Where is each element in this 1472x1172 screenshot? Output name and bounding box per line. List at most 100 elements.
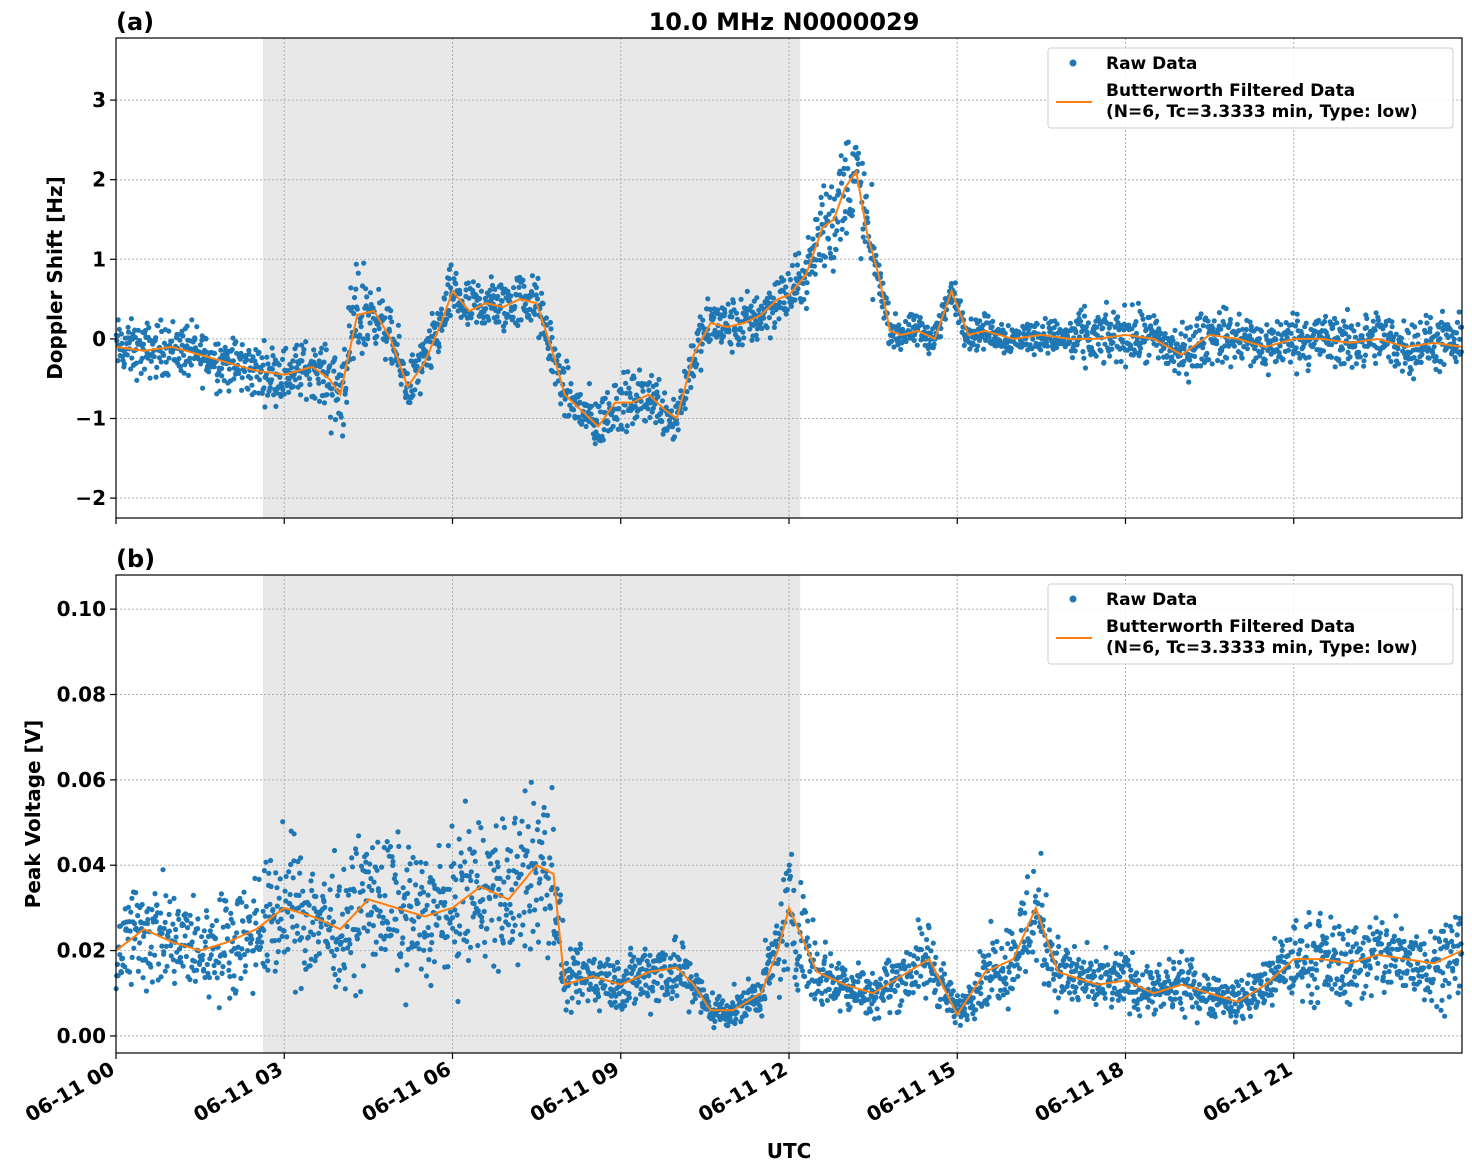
raw-point [158,359,164,365]
raw-point [1133,330,1139,336]
raw-point [1024,890,1030,896]
raw-point [176,916,182,923]
raw-point [1016,966,1023,972]
raw-point [1183,371,1190,377]
raw-point [1361,363,1367,369]
raw-point [725,301,731,307]
raw-point [1000,965,1006,971]
raw-point [189,939,195,945]
raw-point [1248,363,1254,369]
raw-point [743,1012,749,1018]
raw-point [227,995,233,1001]
raw-point [883,295,890,301]
raw-point [642,946,648,952]
raw-point [1287,937,1293,943]
raw-point [669,408,675,414]
raw-point [645,406,651,412]
raw-point [349,855,355,861]
raw-point [1122,302,1128,308]
raw-point [1294,311,1300,317]
raw-point [176,356,182,362]
raw-point [1024,874,1031,880]
raw-point [316,380,322,386]
raw-point [188,921,194,927]
raw-point [1236,311,1242,317]
raw-point [1072,348,1078,354]
raw-point [404,867,410,873]
raw-point [786,868,792,874]
raw-point [662,390,668,396]
raw-point [798,879,804,886]
raw-point [914,342,920,348]
raw-point [357,319,363,325]
raw-point [811,263,818,269]
raw-point [125,324,131,330]
raw-point [847,1004,853,1010]
raw-point [422,907,428,913]
raw-point [1135,977,1141,983]
raw-point [1361,358,1367,364]
raw-point [154,364,160,370]
raw-point [127,969,133,975]
raw-point [220,964,226,970]
raw-point [185,925,191,931]
raw-point [1110,309,1117,315]
raw-point [369,887,375,894]
legend-filtered-params: (N=6, Tc=3.3333 min, Type: low) [1106,102,1418,122]
raw-point [475,282,481,289]
raw-point [351,888,357,894]
raw-point [455,998,461,1005]
raw-point [1100,325,1106,331]
raw-point [322,904,328,911]
raw-point [1054,321,1060,327]
raw-point [321,881,327,887]
raw-point [983,337,989,343]
raw-point [502,902,508,908]
raw-point [1034,321,1040,327]
raw-point [250,948,256,954]
raw-point [223,906,229,912]
raw-point [1348,323,1355,329]
raw-point [949,297,955,304]
raw-point [1046,927,1052,933]
raw-point [178,959,184,966]
raw-point [658,410,664,416]
raw-point [519,818,525,824]
raw-point [127,928,133,934]
raw-point [1269,1002,1275,1008]
raw-point [1156,961,1162,968]
y-tick-label: 3 [92,88,106,112]
raw-point [367,861,373,867]
raw-point [592,997,598,1003]
raw-point [509,887,515,893]
raw-point [1171,959,1177,965]
raw-point [464,886,470,892]
raw-point [468,869,474,875]
raw-point [1105,962,1111,968]
raw-point [261,927,267,934]
raw-point [1040,323,1046,330]
raw-point [360,963,367,969]
raw-point [796,953,803,960]
raw-point [1069,355,1076,361]
raw-point [533,284,540,291]
raw-point [218,891,224,897]
raw-point [471,901,477,907]
raw-point [1177,996,1183,1002]
raw-point [1151,313,1157,319]
raw-point [574,950,581,956]
raw-point [634,414,640,420]
raw-point [178,954,184,960]
raw-point [668,969,674,976]
raw-point [399,940,405,946]
raw-point [264,354,270,360]
raw-point [380,914,386,921]
raw-point [203,908,210,914]
raw-point [180,333,186,339]
raw-point [613,993,619,999]
raw-point [642,952,648,958]
raw-point [276,937,282,943]
raw-point [290,358,296,364]
raw-point [1290,310,1296,316]
raw-point [172,980,178,987]
